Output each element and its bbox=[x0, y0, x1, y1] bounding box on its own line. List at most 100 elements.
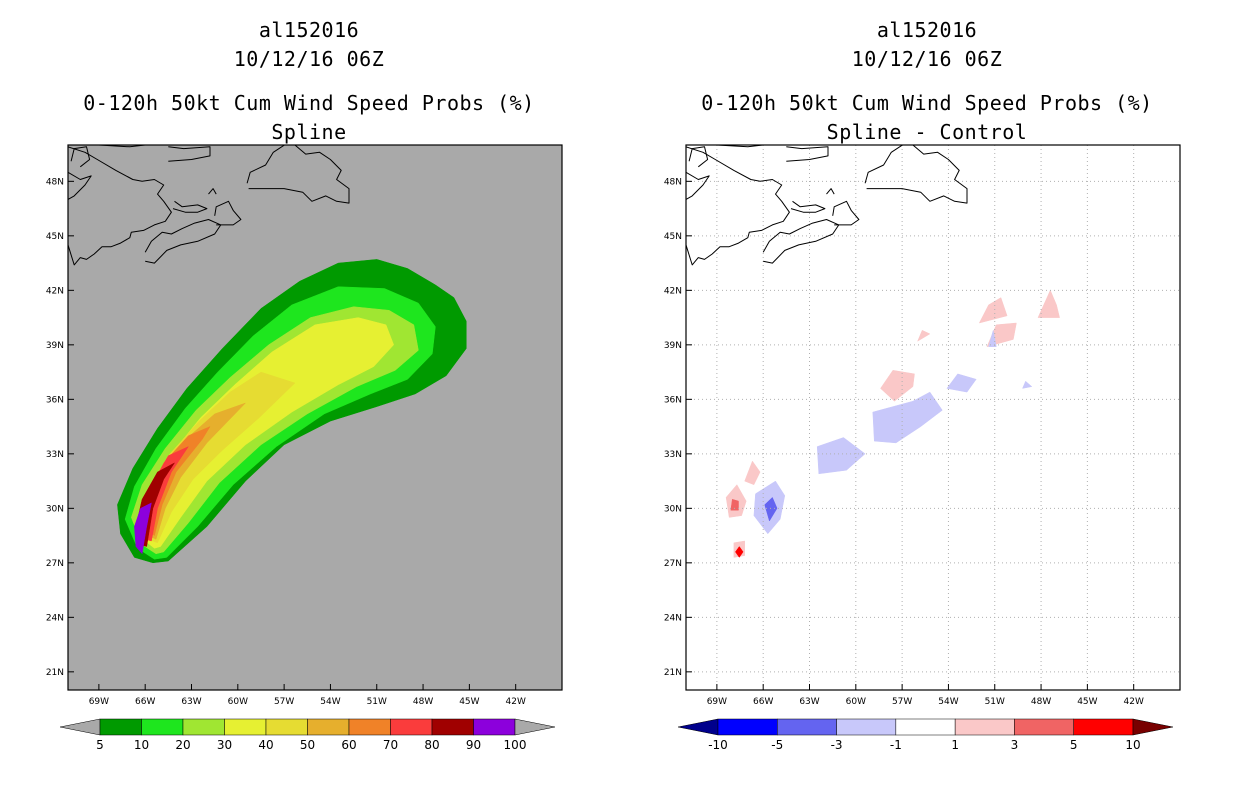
coastline-2 bbox=[144, 219, 222, 264]
coastline-north bbox=[686, 145, 768, 148]
colorbar-arrow-high bbox=[1132, 718, 1174, 736]
y-tick-label: 36N bbox=[46, 395, 64, 405]
colorbar-label: -1 bbox=[890, 738, 902, 752]
y-tick-label: 42N bbox=[46, 286, 64, 296]
coastline-7 bbox=[208, 188, 217, 195]
colorbar-swatch bbox=[836, 718, 897, 736]
y-tick-label: 39N bbox=[664, 341, 682, 351]
colorbar-label: -10 bbox=[708, 738, 728, 752]
colorbar-label: 3 bbox=[1011, 738, 1019, 752]
coastline-4 bbox=[172, 200, 208, 213]
colorbar-label: 100 bbox=[504, 738, 527, 752]
coastline-6 bbox=[786, 146, 829, 162]
colorbar-swatch bbox=[224, 718, 267, 736]
colorbar-swatch bbox=[431, 718, 474, 736]
colorbar-swatch bbox=[777, 718, 837, 736]
colorbar-label: -5 bbox=[771, 738, 783, 752]
map-chart-spline: 69W 66W 63W 60W 57W 54W 51W 48W 45W 42W 48N 45N 42N 3… bbox=[46, 144, 563, 752]
contour-level-1to3-2 bbox=[1037, 290, 1060, 318]
colorbar-label: 70 bbox=[383, 738, 398, 752]
coastline-1 bbox=[68, 171, 92, 200]
y-tick-label: 30N bbox=[664, 504, 682, 514]
colorbar-label: 20 bbox=[175, 738, 190, 752]
colorbar-swatch bbox=[954, 718, 1015, 736]
x-tick-label: 51W bbox=[985, 697, 1005, 707]
coastline-8 bbox=[688, 146, 709, 168]
coastline-0 bbox=[686, 146, 790, 266]
map-frame bbox=[67, 144, 563, 691]
x-tick-label: 54W bbox=[320, 697, 340, 707]
chart-title: 0-120h 50kt Cum Wind Speed Probs (%) bbox=[83, 91, 535, 115]
x-tick-label: 69W bbox=[89, 697, 109, 707]
x-tick-label: 42W bbox=[506, 697, 526, 707]
colorbar-swatch bbox=[348, 718, 391, 736]
chart-panel-difference: al152016 10/12/16 06Z 0-120h 50kt Cum Wi… bbox=[618, 0, 1236, 800]
coastline-8 bbox=[70, 146, 91, 168]
y-tick-label: 30N bbox=[46, 504, 64, 514]
colorbar-label: 50 bbox=[300, 738, 315, 752]
colorbar-label: 80 bbox=[424, 738, 439, 752]
colorbar-label: 30 bbox=[217, 738, 232, 752]
datetime-title: 10/12/16 06Z bbox=[851, 47, 1003, 71]
colorbar-swatch bbox=[182, 718, 225, 736]
colorbar-arrow-low bbox=[59, 718, 101, 736]
contour-level-1to3-0 bbox=[880, 370, 915, 402]
colorbar-arrow-low bbox=[677, 718, 719, 736]
y-tick-label: 21N bbox=[664, 668, 682, 678]
colorbar-swatch bbox=[265, 718, 308, 736]
colorbar-swatch bbox=[473, 718, 516, 736]
x-tick-label: 51W bbox=[367, 697, 387, 707]
colorbar-label: 1 bbox=[951, 738, 959, 752]
x-tick-label: 60W bbox=[228, 697, 248, 707]
y-tick-label: 27N bbox=[46, 559, 64, 569]
y-tick-label: 21N bbox=[46, 668, 64, 678]
coastline-5 bbox=[864, 145, 968, 204]
coastline-0 bbox=[68, 146, 172, 266]
chart-subtitle: Spline - Control bbox=[826, 120, 1028, 144]
y-tick-label: 45N bbox=[46, 232, 64, 242]
colorbar-label: 10 bbox=[1125, 738, 1140, 752]
colorbar-label: 60 bbox=[341, 738, 356, 752]
x-tick-label: 45W bbox=[1077, 697, 1097, 707]
coastline-3 bbox=[832, 200, 860, 226]
colorbar-swatch bbox=[307, 718, 350, 736]
x-tick-label: 60W bbox=[846, 697, 866, 707]
y-tick-label: 33N bbox=[664, 450, 682, 460]
chart-title: 0-120h 50kt Cum Wind Speed Probs (%) bbox=[701, 91, 1153, 115]
y-tick-label: 48N bbox=[46, 177, 64, 187]
x-tick-label: 45W bbox=[459, 697, 479, 707]
y-tick-label: 42N bbox=[664, 286, 682, 296]
x-tick-label: 66W bbox=[135, 697, 155, 707]
x-tick-label: 48W bbox=[1031, 697, 1051, 707]
contour-level-3to5-8 bbox=[730, 499, 739, 511]
storm-id-title: al152016 bbox=[258, 18, 360, 42]
x-tick-label: 63W bbox=[181, 697, 201, 707]
x-tick-label: 66W bbox=[753, 697, 773, 707]
chart-panel-spline: al152016 10/12/16 06Z 0-120h 50kt Cum Wi… bbox=[46, 18, 563, 752]
contour-level-5to10-9 bbox=[735, 546, 744, 558]
colorbar-label: 40 bbox=[258, 738, 273, 752]
colorbar-swatch bbox=[717, 718, 778, 736]
map-chart-difference: 69W 66W 63W 60W 57W 54W 51W 48W 45W 42W 48N 45N 42N 3… bbox=[664, 144, 1181, 752]
colorbar-swatch bbox=[1073, 718, 1134, 736]
y-tick-label: 33N bbox=[46, 450, 64, 460]
map-frame bbox=[685, 144, 1181, 691]
x-tick-label: 48W bbox=[413, 697, 433, 707]
contour-level-1to3-4 bbox=[917, 330, 931, 342]
colorbar-swatch bbox=[895, 718, 956, 736]
colorbar-label: 5 bbox=[96, 738, 104, 752]
contour-level-1to3-6 bbox=[744, 460, 761, 485]
x-tick-label: 54W bbox=[938, 697, 958, 707]
coastline-1 bbox=[686, 171, 710, 200]
chart-subtitle: Spline bbox=[271, 120, 347, 144]
coastline-6 bbox=[168, 146, 211, 162]
contour-level--3to-1-11 bbox=[816, 437, 866, 475]
contour-level-90-9 bbox=[134, 502, 152, 555]
colorbar-label: 10 bbox=[134, 738, 149, 752]
y-tick-label: 48N bbox=[664, 177, 682, 187]
contour-level--5to-3-16 bbox=[764, 497, 778, 522]
colorbar-swatch bbox=[1014, 718, 1074, 736]
coastline-5 bbox=[246, 145, 350, 204]
colorbar-label: 5 bbox=[1070, 738, 1078, 752]
y-tick-label: 45N bbox=[664, 232, 682, 242]
